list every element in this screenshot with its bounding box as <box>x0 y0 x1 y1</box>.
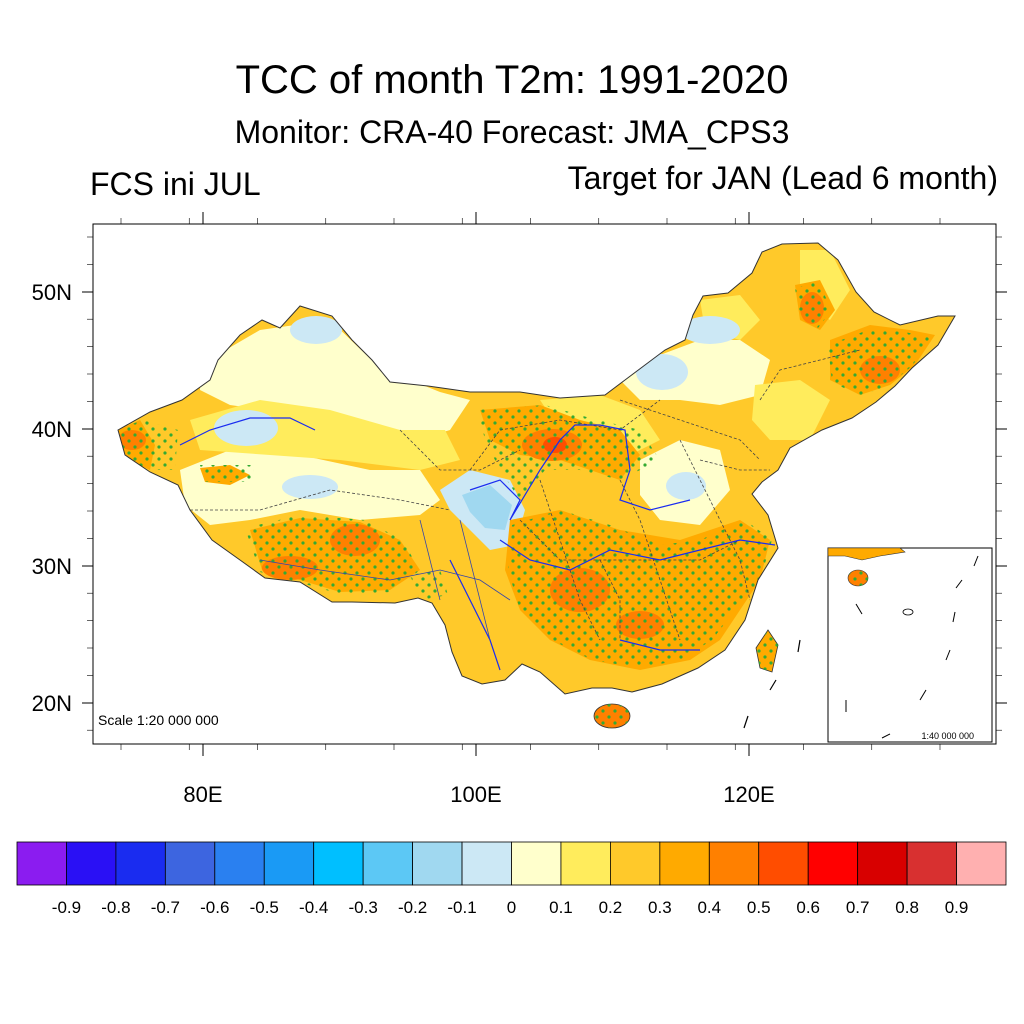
colorbar-swatch <box>66 841 117 886</box>
lon-label-100e: 100E <box>450 782 501 807</box>
colorbar-swatch <box>313 841 364 886</box>
lon-label-120e: 120E <box>723 782 774 807</box>
colorbar-swatch <box>708 841 760 886</box>
colorbar-swatch <box>906 841 957 886</box>
colorbar-swatch <box>857 841 908 886</box>
colorbar <box>16 841 1007 886</box>
colorbar-labels: -0.9 -0.8 -0.7 -0.6 -0.5 -0.4 -0.3 -0.2 -0.1 0 0.1… <box>52 898 969 917</box>
taiwan-stippling <box>756 630 778 672</box>
colorbar-swatch <box>560 841 611 886</box>
colorbar-swatch <box>511 841 562 886</box>
colorbar-swatch <box>461 841 512 886</box>
colorbar-tick-label: 0.7 <box>846 898 870 917</box>
colorbar-tick-label: 0.9 <box>945 898 969 917</box>
colorbar-tick-label: -0.4 <box>299 898 328 917</box>
tibet-rivers <box>259 519 511 641</box>
hainan-stippling <box>594 704 630 728</box>
colorbar-swatch <box>16 841 67 886</box>
colorbar-swatch <box>807 841 859 886</box>
map-scale-label: Scale 1:20 000 000 <box>98 712 219 728</box>
colorbar-swatch <box>362 841 413 886</box>
colorbar-swatch <box>610 841 661 886</box>
plot-subtitle: Monitor: CRA-40 Forecast: JMA_CPS3 <box>234 114 790 150</box>
lon-label-80e: 80E <box>183 782 222 807</box>
colorbar-swatch <box>659 841 710 886</box>
minor-ticks <box>87 218 1002 750</box>
colorbar-tick-label: 0 <box>507 898 516 917</box>
colorbar-tick-label: 0.8 <box>895 898 919 917</box>
colorbar-tick-label: -0.2 <box>398 898 427 917</box>
colorbar-swatch <box>412 841 463 886</box>
colorbar-tick-label: 0.3 <box>648 898 672 917</box>
colorbar-swatch <box>956 841 1007 886</box>
colorbar-tick-label: -0.1 <box>447 898 476 917</box>
colorbar-swatch <box>115 841 166 886</box>
plot-title: TCC of month T2m: 1991-2020 <box>235 58 789 102</box>
colorbar-tick-label: -0.7 <box>151 898 180 917</box>
colorbar-tick-label: 0.6 <box>796 898 820 917</box>
colorbar-tick-label: 0.1 <box>549 898 573 917</box>
lat-label-20n: 20N <box>32 691 72 716</box>
province-boundaries <box>190 349 861 641</box>
colorbar-swatch <box>758 841 809 886</box>
colorbar-tick-label: -0.6 <box>200 898 229 917</box>
lat-label-30n: 30N <box>32 554 72 579</box>
lat-label-40n: 40N <box>32 417 72 442</box>
lat-label-50n: 50N <box>32 280 72 305</box>
colorbar-tick-label: -0.8 <box>101 898 130 917</box>
south-china-sea-inset: 1:40 000 000 <box>827 547 993 743</box>
colorbar-swatch <box>263 841 315 886</box>
colorbar-tick-label: 0.4 <box>697 898 721 917</box>
rivers <box>179 417 776 671</box>
colorbar-swatch <box>164 841 216 886</box>
colorbar-tick-label: 0.5 <box>747 898 771 917</box>
colorbar-tick-label: 0.2 <box>599 898 623 917</box>
colorbar-tick-label: -0.3 <box>349 898 378 917</box>
colorbar-swatch <box>214 841 265 886</box>
initialization-label: FCS ini JUL <box>90 166 261 202</box>
colorbar-tick-label: -0.5 <box>250 898 279 917</box>
china-outline <box>117 242 956 695</box>
inset-scale-label: 1:40 000 000 <box>921 731 974 741</box>
island-dashes <box>743 639 801 729</box>
colorbar-tick-label: -0.9 <box>52 898 81 917</box>
target-label: Target for JAN (Lead 6 month) <box>567 160 998 196</box>
